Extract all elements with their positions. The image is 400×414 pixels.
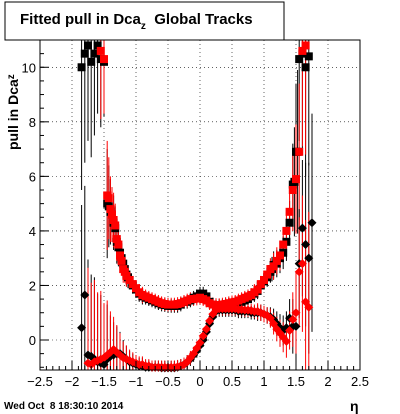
data-point-diamond (201, 324, 211, 334)
data-point-diamond (288, 315, 298, 325)
x-tick-label: 1.5 (287, 374, 305, 389)
data-point-square (90, 49, 99, 58)
data-point-square (288, 186, 297, 194)
x-tick-label: −0.5 (155, 374, 181, 389)
data-point-square (77, 63, 86, 72)
data-point-diamond (285, 325, 295, 335)
data-point-square (111, 221, 120, 230)
data-point-square (106, 205, 115, 214)
data-point-square (114, 240, 123, 249)
data-point-square (108, 210, 116, 219)
x-tick-label: −1 (129, 374, 144, 389)
chart-title: Fitted pull in Dcaz Global Tracks (4, 1, 285, 41)
data-point-square (295, 147, 304, 156)
data-point-square (117, 256, 126, 265)
x-tick-label: 0.5 (223, 374, 241, 389)
x-tick-label: 1 (260, 374, 267, 389)
data-point-square (109, 216, 118, 224)
data-point-square (301, 63, 310, 72)
svg-text:Fitted pull in Dcaz Global Tr: Fitted pull in Dcaz Global Tracks (20, 11, 253, 32)
data-point-square (128, 280, 137, 289)
x-tick-label: 2 (324, 374, 331, 389)
data-point-square (295, 55, 304, 64)
data-point-diamond (294, 267, 304, 277)
data-point-square (282, 226, 291, 235)
data-point-diamond (307, 218, 317, 228)
data-point-diamond (304, 302, 314, 312)
data-point-square (87, 57, 96, 66)
data-point-diamond (291, 308, 301, 318)
chart-title-main: Fitted pull in Dca (20, 11, 141, 28)
data-point-diamond (195, 338, 205, 348)
x-tick-label: 2.5 (351, 374, 369, 389)
y-tick-label: 2 (29, 278, 36, 293)
data-point-square (116, 251, 124, 260)
x-tick-label: 0 (196, 374, 203, 389)
data-point-square (292, 175, 300, 184)
data-point-square (93, 41, 102, 50)
plot-frame (39, 39, 361, 371)
y-tick-label: 4 (29, 224, 36, 239)
data-point-square (260, 276, 268, 284)
chart-title-subscript: z (141, 21, 146, 32)
axis-layer: −2.5 −2 −1.5 −1 −0.5 0 0.5 1 1.5 2 2.5 0 2 4 6 8 10 (22, 39, 369, 389)
y-tick-label: 6 (29, 169, 36, 184)
data-point-square (122, 271, 131, 280)
x-tick-label: −2.5 (27, 374, 53, 389)
x-axis-label: η (350, 398, 359, 414)
data-point-square (96, 46, 105, 55)
data-point-square (285, 218, 294, 227)
data-point-square (253, 285, 262, 294)
chart-title-suffix: Global Tracks (154, 11, 252, 28)
data-point-square (276, 251, 284, 260)
data-point-square (279, 240, 288, 249)
data-point-diamond (297, 259, 307, 269)
data-point-square (269, 262, 278, 271)
y-tick-label: 0 (29, 333, 36, 348)
x-tick-label: −1.5 (91, 374, 117, 389)
y-axis-label: pull in Dcaz (5, 74, 21, 150)
data-point-square (125, 276, 134, 284)
data-point-square (285, 207, 294, 216)
data-point-square (304, 52, 313, 61)
data-point-diamond (301, 240, 311, 250)
timestamp: Wed Oct 8 18:30:10 2014 (4, 401, 124, 412)
data-point-diamond (297, 223, 307, 233)
data-point-square (80, 49, 89, 58)
data-point-diamond (304, 253, 314, 263)
data-point-diamond (291, 321, 301, 331)
marker-layer (77, 41, 317, 373)
data-point-diamond (77, 323, 87, 333)
data-point-square (272, 256, 281, 265)
data-point-square (120, 267, 129, 276)
data-point-square (256, 280, 265, 289)
data-point-square (301, 41, 310, 50)
data-point-diamond (80, 290, 90, 300)
data-point-square (112, 235, 121, 244)
x-tick-label: −2 (65, 374, 80, 389)
data-point-square (263, 270, 272, 279)
data-point-square (100, 55, 108, 64)
data-point-square (84, 41, 92, 50)
data-point-diamond (205, 316, 215, 326)
data-point-diamond (281, 336, 291, 346)
data-point-square (298, 46, 307, 55)
data-point-square (132, 284, 140, 293)
data-point-diamond (198, 331, 208, 341)
y-tick-label: 8 (29, 115, 36, 130)
y-tick-label: 10 (22, 60, 36, 75)
data-point-square (104, 194, 113, 203)
